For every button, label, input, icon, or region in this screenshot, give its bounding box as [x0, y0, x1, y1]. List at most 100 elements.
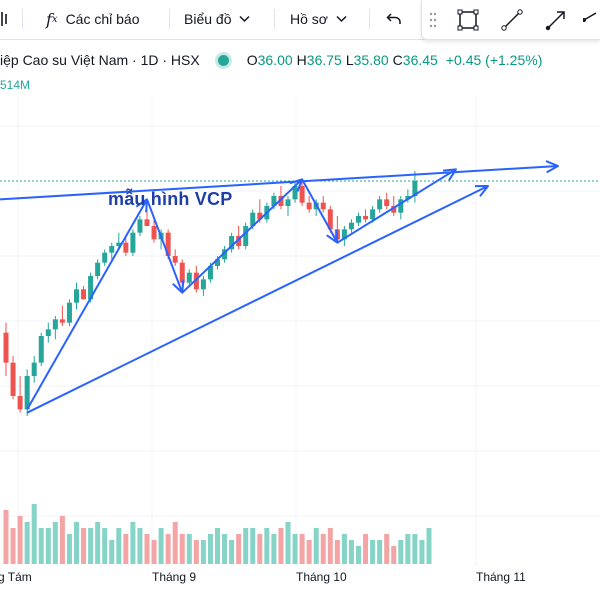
volume-bar: [130, 522, 136, 564]
volume-bar: [215, 528, 220, 564]
candle-body: [384, 199, 390, 206]
trend-line-arrow-head: [474, 185, 489, 197]
volume-bar: [45, 528, 51, 564]
volume-bar: [52, 522, 58, 564]
trend-line-tool-icon[interactable]: [496, 4, 528, 36]
candle-body: [278, 196, 284, 206]
candle-body: [109, 246, 115, 253]
volume-bar: [17, 516, 23, 564]
candle-body: [10, 362, 16, 396]
compare-icon[interactable]: [0, 0, 14, 38]
candle-body: [172, 256, 178, 263]
zigzag-segment: [181, 178, 303, 294]
volume-bar: [123, 534, 129, 564]
change-value: +0.45 (+1.25%): [445, 52, 543, 68]
candlesticks: [3, 171, 418, 416]
volume-bar: [102, 528, 108, 564]
candle-body: [356, 216, 361, 223]
candle-body: [24, 376, 30, 410]
time-axis-label: Tháng 10: [296, 570, 347, 584]
volume-bar: [88, 528, 94, 564]
zigzag-segment: [146, 198, 184, 294]
more-tools-icon[interactable]: [580, 4, 600, 36]
candle-body: [66, 302, 72, 323]
high-key: H: [296, 52, 307, 68]
profile-button[interactable]: Hồ sơ: [290, 0, 347, 38]
volume-bar: [299, 534, 305, 564]
candle-body: [391, 206, 397, 213]
volume-bar: [3, 510, 9, 564]
volume-bar: [24, 522, 30, 564]
time-axis-label: g Tám: [0, 570, 32, 584]
volume-bar: [95, 522, 101, 564]
volume-bar: [66, 534, 72, 564]
low-value: 35.80: [353, 52, 389, 68]
rectangle-tool-icon[interactable]: [452, 4, 484, 36]
volume-bar: [229, 540, 235, 564]
candle-body: [130, 232, 136, 253]
candle-body: [320, 202, 326, 210]
toolbar-divider: [22, 9, 23, 29]
candle-body: [52, 319, 58, 330]
candle-body: [193, 272, 199, 290]
drag-handle-icon[interactable]: [426, 4, 440, 36]
open-value: 36.00: [257, 52, 293, 68]
candle-body: [398, 199, 404, 213]
volume-bar: [341, 534, 347, 564]
volume-bar: [426, 528, 432, 564]
undo-icon: [386, 12, 402, 26]
candle-body: [31, 362, 37, 376]
candle-body: [377, 199, 383, 210]
trend-line: [26, 185, 489, 414]
volume-bar: [81, 528, 87, 564]
volume-bar: [313, 528, 319, 564]
candle-body: [207, 266, 213, 280]
candle-body: [17, 396, 23, 410]
time-axis: g Tám Tháng 9 Tháng 10 Tháng 11: [0, 566, 600, 590]
candle-body: [137, 219, 143, 233]
candle-body: [95, 262, 101, 276]
candle-body: [370, 209, 376, 220]
volume-bar: [186, 534, 192, 564]
chevron-down-icon: [336, 15, 347, 23]
zigzag-segment: [26, 198, 148, 410]
profile-label: Hồ sơ: [290, 11, 328, 27]
candle-body: [405, 196, 411, 200]
volume-bar: [116, 528, 122, 564]
price-chart[interactable]: [0, 96, 600, 566]
chart-type-button[interactable]: Biểu đồ: [184, 0, 251, 38]
candle-body: [123, 242, 129, 253]
undo-button[interactable]: [386, 0, 402, 38]
candle-body: [186, 272, 192, 283]
candle-body: [165, 232, 171, 256]
toolbar-divider: [169, 9, 170, 29]
candle-body: [215, 259, 220, 266]
arrow-tool-icon[interactable]: [540, 4, 572, 36]
toolbar-divider: [369, 9, 370, 29]
close-key: C: [392, 52, 403, 68]
candle-body: [285, 199, 291, 206]
volume-bar: [172, 522, 178, 564]
candle-body: [257, 212, 263, 220]
candle-body: [179, 262, 185, 283]
zigzag-segment: [301, 178, 339, 244]
volume-bar: [334, 540, 340, 564]
volume-bar: [356, 546, 361, 564]
volume-bar: [193, 540, 199, 564]
volume-bar: [222, 534, 228, 564]
user-drawings: [0, 160, 559, 414]
candle-body: [229, 236, 235, 250]
volume-bar: [405, 534, 411, 564]
candle-body: [363, 216, 369, 220]
candle-body: [236, 236, 242, 246]
candle-body: [151, 226, 157, 240]
volume-bar: [370, 540, 376, 564]
volume-bar: [74, 522, 79, 564]
volume-bar: [158, 528, 164, 564]
zigzag-arrow-head: [172, 279, 185, 294]
symbol-title[interactable]: iệp Cao su Việt Nam · 1D · HSX: [0, 52, 200, 68]
vcp-pattern-annotation[interactable]: mẫu hình VCP: [108, 189, 233, 209]
volume-bar: [271, 534, 277, 564]
